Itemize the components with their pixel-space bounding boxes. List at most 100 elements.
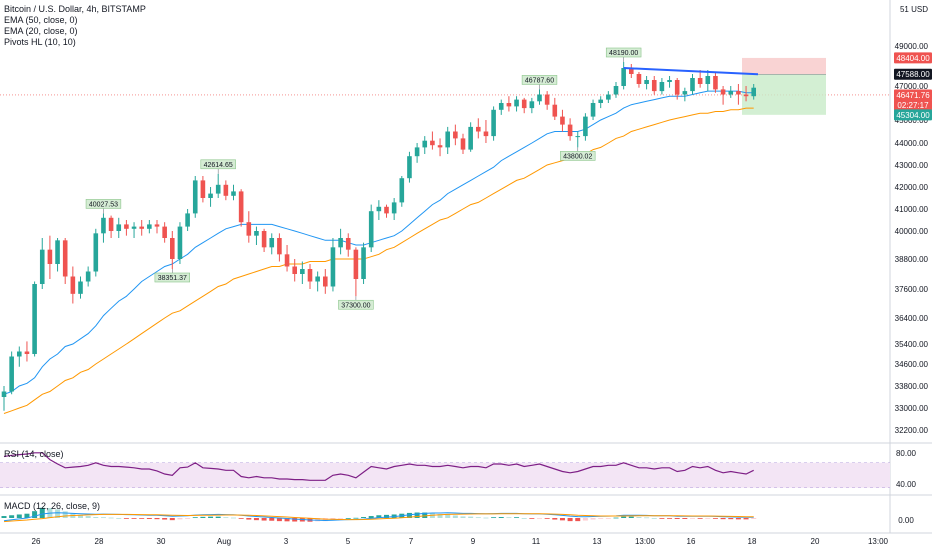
candle-body xyxy=(108,217,114,231)
pivot-box xyxy=(200,159,236,170)
macd-histogram-bar xyxy=(406,512,412,518)
macd-histogram-bar xyxy=(177,518,183,520)
candle-body xyxy=(185,213,190,227)
macd-histogram-bar xyxy=(613,517,619,519)
price-tick-label: 33800.00 xyxy=(895,382,929,391)
macd-histogram-bar xyxy=(422,512,428,518)
price-tag-entry: 47588.00 xyxy=(894,68,932,80)
macd-histogram-bar xyxy=(651,518,657,519)
indicator-pivots-label[interactable]: Pivots HL (10, 10) xyxy=(4,37,76,47)
candle xyxy=(345,233,351,257)
pivot-text: 38351.37 xyxy=(158,275,187,282)
candle xyxy=(483,120,489,143)
candle-body xyxy=(277,238,282,255)
candle-body xyxy=(361,247,366,279)
macd-histogram-bar xyxy=(445,514,451,518)
candle xyxy=(277,233,282,262)
candle-body xyxy=(124,224,129,229)
rsi-tick-label: 40.00 xyxy=(896,480,917,489)
ema50-line xyxy=(3,107,754,414)
time-tick-label: 30 xyxy=(157,537,166,546)
price-tick-label: 44000.00 xyxy=(895,139,929,148)
macd-histogram-bar xyxy=(345,518,351,519)
time-tick-label: 9 xyxy=(471,537,476,546)
candle-body xyxy=(62,240,68,277)
candle xyxy=(613,82,619,98)
candle xyxy=(170,231,175,269)
candle-body xyxy=(575,136,581,138)
candle xyxy=(621,62,626,90)
candle xyxy=(192,176,198,218)
price-tag-box xyxy=(894,99,932,111)
candle-body xyxy=(300,269,305,274)
candle-body xyxy=(24,351,30,354)
rsi-tick-label: 80.00 xyxy=(896,449,917,458)
price-tick-label: 38800.00 xyxy=(895,255,929,264)
signal-line xyxy=(3,513,754,523)
candle-body xyxy=(720,89,726,95)
candle xyxy=(376,200,382,220)
macd-histogram-bar xyxy=(24,513,30,518)
macd-histogram-bar xyxy=(751,518,757,519)
candle-body xyxy=(567,124,573,137)
candle xyxy=(682,87,688,102)
price-tick-label: 35400.00 xyxy=(895,340,929,349)
candle xyxy=(575,131,581,148)
candle xyxy=(108,215,114,238)
candle xyxy=(590,99,596,120)
pivot-text: 37300.00 xyxy=(341,302,370,309)
candle xyxy=(39,238,45,289)
candle xyxy=(124,220,129,236)
candle xyxy=(460,133,466,154)
candle xyxy=(261,228,267,252)
macd-histogram-bar xyxy=(537,518,542,519)
candle-body xyxy=(690,78,695,92)
candle xyxy=(651,76,657,95)
indicator-ema20-label[interactable]: EMA (20, close, 0) xyxy=(4,26,78,36)
chart-legend: Bitcoin / U.S. Dollar, 4h, BITSTAMP EMA … xyxy=(4,4,146,48)
candle xyxy=(430,131,435,150)
macd-histogram-bar xyxy=(261,518,267,521)
candle-body xyxy=(521,99,527,109)
indicator-ema50-label[interactable]: EMA (50, close, 0) xyxy=(4,15,78,25)
price-tick-label: 47000.00 xyxy=(895,82,929,91)
candle-body xyxy=(736,91,741,95)
candle-body xyxy=(498,103,504,110)
candle xyxy=(284,245,290,272)
candle-body xyxy=(93,233,99,272)
candle xyxy=(1,386,7,411)
candle-body xyxy=(170,238,175,259)
macd-histogram-bar xyxy=(55,509,61,518)
macd-legend[interactable]: MACD (12, 26, close, 9) xyxy=(4,501,101,511)
candle-body xyxy=(254,231,259,236)
candle xyxy=(544,91,550,110)
macd-histogram-bar xyxy=(1,516,7,518)
price-tag-text: 45304.00 xyxy=(896,111,930,120)
candle-body xyxy=(323,276,328,287)
candle xyxy=(407,151,412,183)
candle-body xyxy=(330,247,336,287)
time-tick-label: 28 xyxy=(95,537,104,546)
rsi-legend[interactable]: RSI (14, close) xyxy=(4,449,64,459)
price-tag-last: 46471.76 xyxy=(894,89,932,101)
candle xyxy=(399,176,405,207)
candle-body xyxy=(621,68,626,86)
candle-body xyxy=(162,226,167,238)
macd-histogram-bar xyxy=(284,518,290,522)
pivot-box xyxy=(154,272,190,283)
price-tag-text: 02:27:17 xyxy=(897,101,929,110)
symbol-title[interactable]: Bitcoin / U.S. Dollar, 4h, BITSTAMP xyxy=(4,4,146,14)
candle-body xyxy=(491,109,496,137)
candle-body xyxy=(101,217,106,234)
price-tag-box xyxy=(894,109,932,121)
candle-body xyxy=(208,193,213,198)
macd-histogram-bar xyxy=(521,518,527,519)
candle-body xyxy=(682,91,688,95)
price-tick-label: 32200.00 xyxy=(895,426,929,435)
macd-histogram-bar xyxy=(452,515,458,518)
candle-body xyxy=(116,224,122,231)
candle xyxy=(391,198,397,220)
candle xyxy=(223,180,229,201)
